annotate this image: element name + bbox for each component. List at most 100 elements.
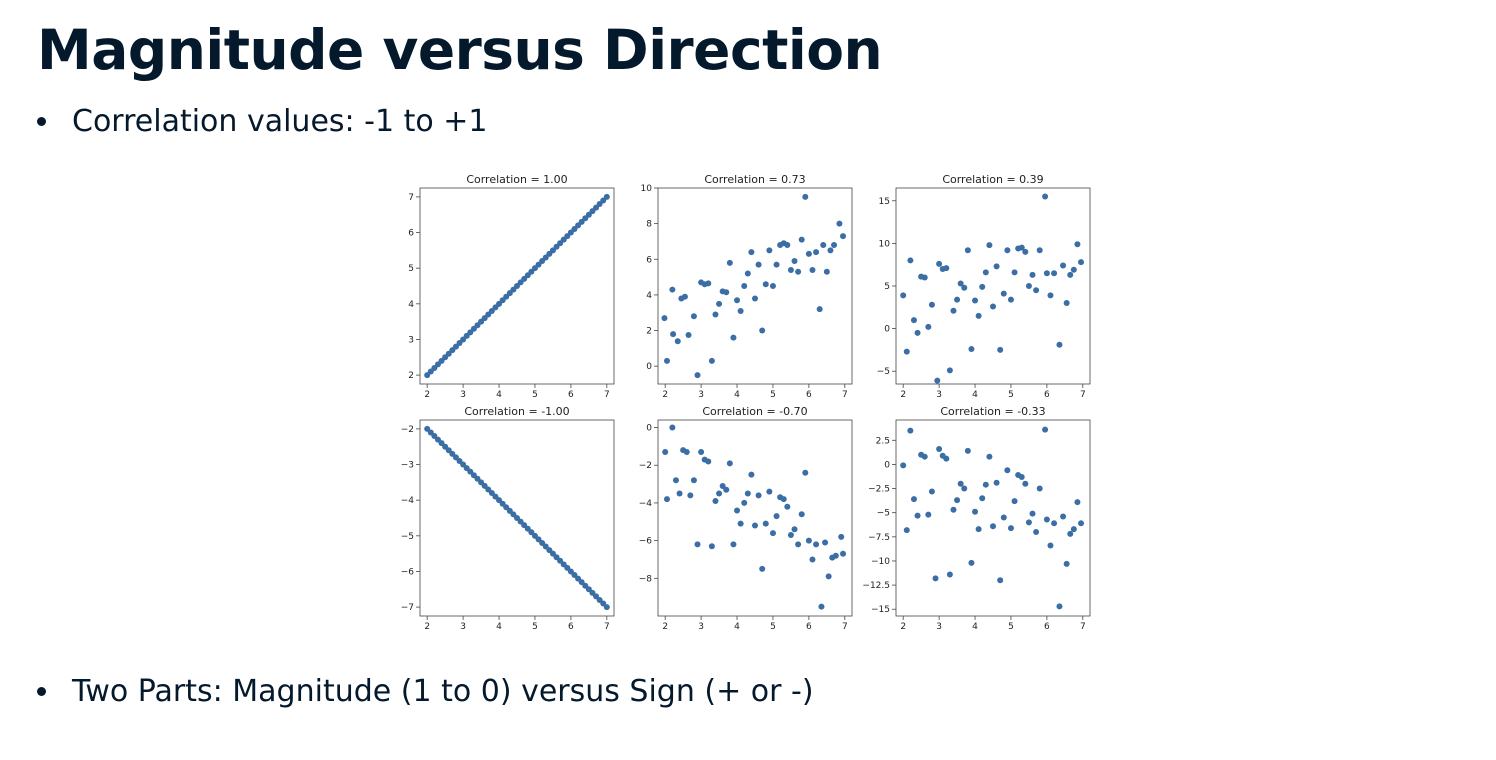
scatter-point bbox=[900, 292, 907, 299]
scatter-point bbox=[972, 508, 979, 515]
scatter-point bbox=[805, 537, 812, 544]
scatter-point bbox=[1078, 259, 1085, 266]
scatter-point bbox=[663, 357, 670, 364]
scatter-point bbox=[827, 247, 834, 254]
y-tick-label: 6 bbox=[408, 229, 414, 239]
scatter-point bbox=[603, 193, 610, 200]
y-tick-label: −5 bbox=[877, 367, 890, 377]
panel-title: Correlation = -1.00 bbox=[464, 405, 569, 418]
scatter-point bbox=[1033, 529, 1040, 535]
scatter-point bbox=[716, 300, 723, 307]
scatter-point bbox=[914, 329, 921, 336]
scatter-point bbox=[784, 503, 791, 510]
scatter-point bbox=[1025, 283, 1032, 289]
scatter-point bbox=[669, 286, 676, 293]
scatter-point bbox=[766, 488, 773, 495]
scatter-point bbox=[1022, 480, 1029, 487]
x-tick-label: 3 bbox=[698, 390, 704, 400]
scatter-point bbox=[993, 263, 1000, 270]
scatter-point bbox=[1011, 498, 1018, 505]
scatter-point bbox=[964, 247, 971, 254]
y-tick-label: −2 bbox=[401, 425, 414, 435]
axes-frame bbox=[657, 419, 853, 617]
scatter-point bbox=[755, 261, 762, 268]
x-tick-label: 5 bbox=[1008, 622, 1014, 632]
scatter-point bbox=[1047, 542, 1054, 549]
scatter-point bbox=[1042, 193, 1049, 200]
scatter-point bbox=[1036, 247, 1043, 254]
scatter-point bbox=[836, 220, 843, 227]
scatter-point bbox=[766, 247, 773, 254]
scatter-point bbox=[726, 460, 733, 467]
scatter-panel: Correlation = -0.33 2 3 4 5 6 7 2.5 0 −2.5 −5 −7.5 −… bbox=[862, 405, 1091, 632]
scatter-panel: Correlation = -1.00 2 3 4 5 6 7 −2 −3 −4 −5 −6 −7 bbox=[401, 405, 615, 632]
scatter-point bbox=[986, 453, 993, 460]
scatter-panel: Correlation = -0.70 2 3 4 5 6 7 0 −2 −4 −6 −8 bbox=[639, 405, 853, 632]
x-tick-label: 2 bbox=[424, 390, 430, 400]
axes-frame bbox=[419, 419, 615, 617]
scatter-point bbox=[975, 312, 982, 319]
scatter-point bbox=[759, 565, 766, 572]
scatter-point bbox=[1070, 526, 1077, 533]
scatter-point bbox=[990, 303, 996, 310]
panel-title: Correlation = -0.70 bbox=[702, 405, 807, 418]
axes-frame bbox=[657, 187, 853, 385]
y-tick-label: 0 bbox=[884, 460, 890, 470]
scatter-point bbox=[840, 550, 847, 557]
y-tick-label: −10 bbox=[871, 557, 890, 567]
y-tick-label: −15 bbox=[871, 605, 890, 615]
scatter-point bbox=[934, 377, 941, 384]
scatter-point bbox=[1011, 269, 1018, 276]
scatter-point bbox=[840, 233, 847, 240]
x-tick-label: 6 bbox=[806, 390, 812, 400]
scatter-point bbox=[979, 495, 986, 502]
scatter-point bbox=[1056, 341, 1063, 348]
scatter-point bbox=[690, 313, 697, 320]
scatter-point bbox=[1036, 485, 1043, 492]
scatter-point bbox=[798, 511, 805, 518]
scatter-point bbox=[661, 315, 668, 322]
y-tick-label: −7 bbox=[401, 603, 414, 613]
panel-title: Correlation = 0.73 bbox=[704, 173, 805, 186]
x-tick-label: 4 bbox=[972, 390, 978, 400]
scatter-point bbox=[741, 499, 748, 506]
scatter-point bbox=[748, 471, 755, 478]
scatter-point bbox=[676, 490, 683, 497]
scatter-point bbox=[957, 480, 964, 487]
scatter-point bbox=[957, 280, 964, 287]
scatter-point bbox=[900, 462, 907, 469]
scatter-point bbox=[662, 449, 669, 456]
scatter-point bbox=[990, 523, 996, 530]
y-tick-label: −2.5 bbox=[868, 485, 890, 495]
y-tick-label: −12.5 bbox=[862, 581, 890, 591]
scatter-point bbox=[1067, 271, 1074, 278]
scatter-point bbox=[816, 306, 823, 313]
scatter-panel: Correlation = 0.73 2 3 4 5 6 7 0 2 4 6 8 10 bbox=[641, 173, 853, 400]
scatter-point bbox=[787, 531, 794, 538]
scatter-point bbox=[1070, 266, 1077, 273]
scatter-point bbox=[822, 539, 829, 546]
scatter-point bbox=[1000, 290, 1007, 297]
y-tick-label: −5 bbox=[877, 509, 890, 519]
x-tick-label: 6 bbox=[1044, 390, 1050, 400]
scatter-point bbox=[708, 357, 715, 364]
scatter-point bbox=[1000, 514, 1007, 521]
scatter-point bbox=[972, 297, 979, 304]
scatter-point bbox=[813, 249, 820, 256]
x-tick-label: 3 bbox=[698, 622, 704, 632]
scatter-point bbox=[1029, 271, 1036, 278]
scatter-point bbox=[975, 526, 982, 533]
scatter-point bbox=[723, 289, 730, 296]
scatter-point bbox=[1029, 510, 1036, 517]
scatter-point bbox=[708, 543, 715, 550]
y-tick-label: 6 bbox=[646, 255, 652, 265]
scatter-point bbox=[687, 492, 694, 499]
y-tick-label: 2 bbox=[408, 371, 414, 381]
panel-title: Correlation = 0.39 bbox=[942, 173, 1043, 186]
scatter-point bbox=[773, 261, 780, 268]
scatter-point bbox=[818, 603, 825, 610]
x-tick-label: 6 bbox=[1044, 622, 1050, 632]
y-tick-label: −2 bbox=[639, 461, 652, 471]
y-tick-label: 10 bbox=[641, 184, 653, 194]
bullet-dot-icon bbox=[37, 117, 46, 126]
